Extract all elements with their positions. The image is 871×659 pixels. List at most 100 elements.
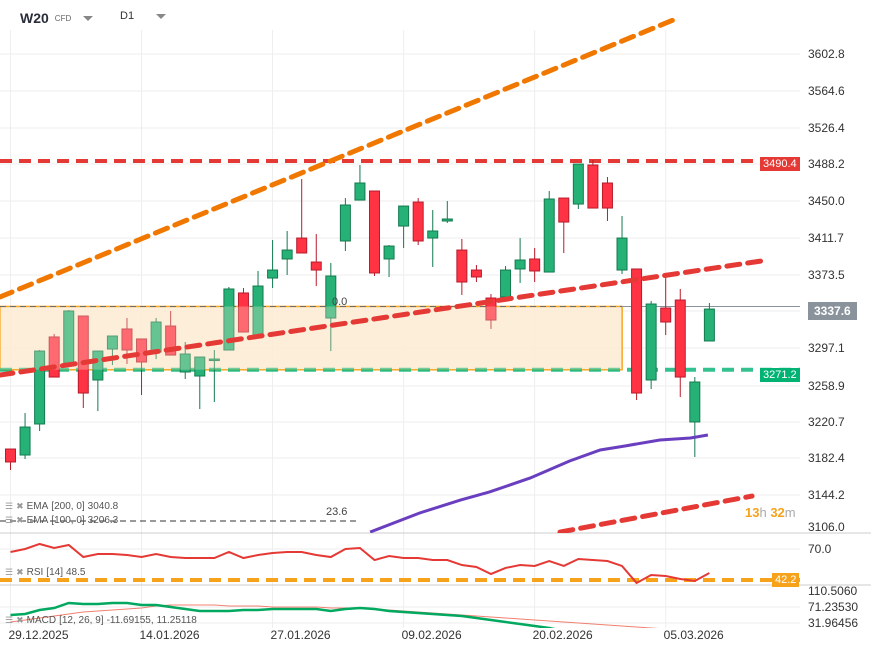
candle-body [689,381,701,423]
candle [237,288,249,333]
legend-macd[interactable]: ☰ ✖ MACD [12, 26, 9] -11.69155, 11.25118 [5,615,197,626]
countdown-m: m [784,505,796,520]
candle-body [237,292,249,333]
menu-icon[interactable]: ☰ [5,515,14,525]
candle-body [310,261,322,271]
legend-ema200[interactable]: ☰ ✖ EMA [200, 0] 3040.8 [5,501,118,512]
date-label: 20.02.2026 [532,628,593,642]
candle-body [223,288,235,351]
candle-body [208,358,220,362]
price-axis-label: 3450.0 [808,194,845,208]
candle [34,350,46,432]
candle-body [48,336,60,378]
candle-body [77,315,89,394]
candle [398,205,410,249]
rsi-line [10,542,710,585]
candle-body [441,218,453,222]
date-label: 14.01.2026 [139,628,200,642]
rsi-level-tag: 42.2 [772,573,800,587]
candle [354,165,366,201]
rsi-axis-label: 70.0 [808,542,832,556]
candle-body [645,303,657,381]
chevron-down-icon[interactable] [83,15,94,21]
candle [674,288,686,398]
candle [267,240,279,289]
legend-params: [200, 0] [51,501,85,512]
symbol-type: CFD [54,13,72,23]
candle-body [339,204,351,242]
candle-body [631,268,643,394]
timeframe-selector[interactable]: D1 [120,10,167,22]
legend-rsi[interactable]: ☰ ✖ RSI [14] 48.5 [5,567,85,578]
candle [369,190,380,277]
close-icon[interactable]: ✖ [16,567,24,577]
candle [325,262,337,352]
price-axis-label: 3564.6 [808,84,845,98]
chevron-down-icon[interactable] [156,13,167,19]
candle [194,356,206,410]
rsi-pane [0,542,800,585]
candle-body [485,297,497,321]
candle [339,198,351,251]
candle-body [383,245,395,260]
candle-body [456,249,468,283]
candle [645,300,657,390]
fib-label-23-6: 23.6 [326,506,348,518]
symbol-selector[interactable]: W20 CFD [20,10,94,26]
legend-value: 3040.8 [87,501,119,512]
candle [441,201,453,223]
candle [689,377,701,458]
candle [558,197,570,253]
legend-ema100[interactable]: ☰ ✖ EMA [100, 0] 3206.3 [5,515,118,526]
fib-label-0: 0.0 [332,296,348,308]
price-axis-label: 3411.7 [808,231,844,245]
close-icon[interactable]: ✖ [16,515,24,525]
macd-axis-label: 71.23530 [808,600,859,614]
candle-body [514,259,526,270]
timeframe-value: D1 [120,10,135,22]
candle [5,448,16,470]
menu-icon[interactable]: ☰ [5,615,14,625]
candle-body [703,308,715,342]
candle-body [398,205,410,227]
date-label: 29.12.2025 [8,628,69,642]
candle-body [674,299,686,378]
candle-body [616,237,628,271]
candle [208,350,220,402]
candle [616,216,628,275]
legend-params: [12, 26, 9] [59,615,104,626]
candle-body [427,230,439,239]
candle-body [267,269,279,279]
menu-icon[interactable]: ☰ [5,567,14,577]
macd-pane [10,601,659,628]
close-icon[interactable]: ✖ [16,501,24,511]
trendline-channel-upper [0,15,681,300]
candle [412,198,424,245]
candle [500,266,512,298]
candle-body [165,325,177,356]
candle [470,264,482,283]
legend-name: RSI [26,567,44,578]
close-icon[interactable]: ✖ [16,615,24,625]
candle-body [587,164,599,209]
price-axis-label: 3182.4 [808,451,845,465]
candle-body [529,258,541,272]
candle-body [354,182,366,201]
candle-body [470,269,482,278]
candle-body [136,338,148,363]
candle-body [558,197,570,223]
trendline-trend-lower-red [557,493,755,533]
candle [136,338,148,396]
countdown-h: h [759,505,767,520]
candle [456,238,468,295]
candle-body [106,335,118,350]
menu-icon[interactable]: ☰ [5,501,14,511]
candle-body [412,201,424,242]
candle [703,302,715,342]
price-axis-label: 3488.2 [808,157,845,171]
candle [572,163,584,210]
candle [427,210,439,267]
candle-body [92,350,104,381]
